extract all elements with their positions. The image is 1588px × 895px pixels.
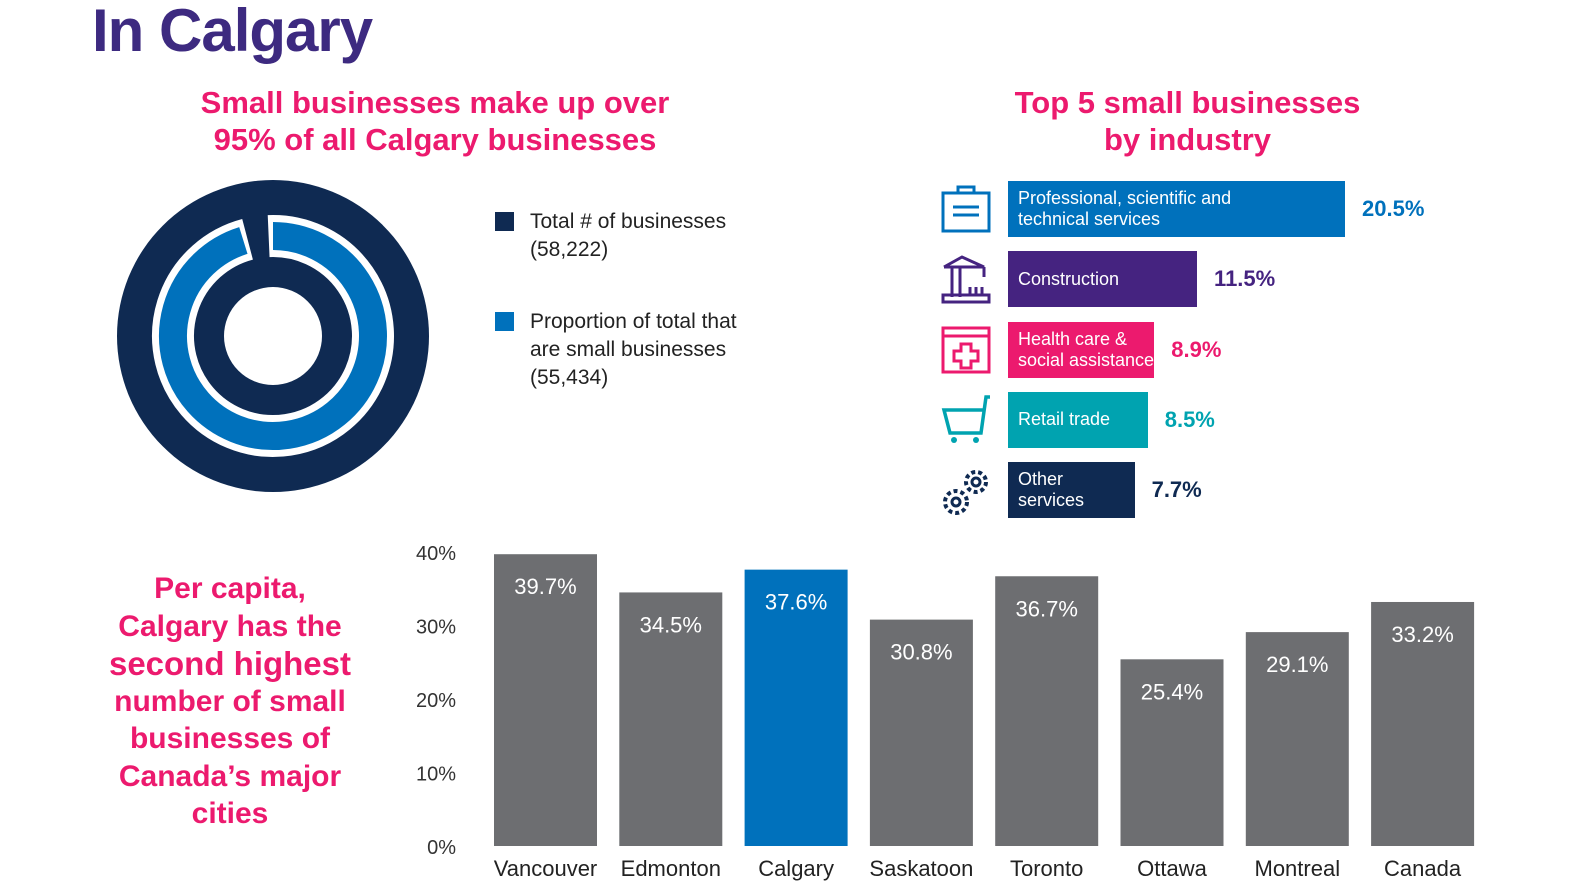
city-bar: [494, 554, 597, 846]
y-tick-label: 0%: [427, 837, 456, 859]
city-value-label: 34.5%: [640, 612, 702, 637]
donut-heading: Small businesses make up over 95% of all…: [160, 84, 710, 158]
city-category-label: Saskatoon: [869, 856, 973, 881]
donut-chart: [117, 180, 429, 492]
city-category-label: Calgary: [758, 856, 834, 881]
industry-bar-label: Health care & social assistance: [1018, 328, 1155, 370]
legend-text: (55,434): [530, 366, 609, 389]
industry-heading-line1: Top 5 small businesses: [1014, 85, 1361, 120]
per-capita-highlight: second highest: [108, 645, 352, 682]
city-category-label: Ottawa: [1137, 856, 1207, 881]
industry-bar: Professional, scientific and technical se…: [1008, 181, 1345, 237]
legend-text: are small businesses: [530, 338, 727, 361]
donut-small-business-arc: [159, 222, 387, 450]
industry-heading: Top 5 small businesses by industry: [960, 84, 1415, 158]
legend-text: Total # of businesses: [530, 210, 727, 233]
per-capita-line: businesses of: [129, 722, 331, 755]
city-value-label: 37.6%: [765, 590, 827, 615]
donut-hole: [224, 287, 322, 385]
city-value-label: 36.7%: [1016, 596, 1078, 621]
industry-bar: Health care & social assistance: [1008, 321, 1155, 378]
industry-bar-label: Construction: [1018, 268, 1120, 289]
industry-bar: Construction: [1008, 251, 1198, 308]
per-capita-text: Per capita, Calgary has the second highe…: [80, 570, 380, 833]
city-value-label: 30.8%: [890, 640, 952, 665]
shopping-cart-icon: [941, 395, 990, 443]
industry-value-label: 8.5%: [1164, 406, 1215, 432]
city-bar: [1245, 632, 1349, 846]
per-capita-line: Per capita,: [154, 572, 306, 605]
medical-kit-icon: [941, 326, 991, 374]
city-category-label: Edmonton: [621, 856, 721, 881]
industry-bar: Retail trade: [1008, 391, 1148, 448]
y-tick-label: 10%: [416, 764, 456, 786]
legend-text: Proportion of total that: [530, 310, 737, 333]
industry-value-label: 8.9%: [1171, 336, 1222, 362]
city-bar: [1371, 601, 1475, 846]
legend-total: Total # of businesses (58,222): [530, 208, 726, 264]
city-value-label: 25.4%: [1141, 679, 1203, 704]
industry-bar-label: Retail trade: [1018, 409, 1111, 430]
crane-icon: [941, 255, 991, 304]
city-bar: [619, 592, 723, 846]
legend-swatch-small: [495, 312, 514, 331]
legend-small: Proportion of total that are small busin…: [530, 308, 737, 392]
city-category-label: Toronto: [1010, 856, 1083, 881]
city-category-label: Montreal: [1255, 856, 1341, 881]
city-bar: [1120, 659, 1224, 846]
industry-value-label: 11.5%: [1214, 266, 1276, 292]
city-category-label: Canada: [1384, 856, 1462, 881]
briefcase-icon: [941, 185, 991, 233]
legend-text: (58,222): [530, 238, 609, 261]
city-value-label: 33.2%: [1391, 622, 1453, 647]
y-tick-label: 40%: [416, 543, 456, 565]
city-value-label: 39.7%: [514, 574, 576, 599]
page-title: In Calgary: [92, 0, 373, 64]
city-bar: [744, 569, 848, 846]
per-capita-line: number of small: [114, 684, 346, 718]
industry-heading-line2: by industry: [1103, 122, 1272, 157]
city-category-label: Vancouver: [494, 856, 598, 881]
y-tick-label: 30%: [416, 617, 456, 639]
per-capita-line: Calgary has the: [118, 609, 342, 643]
y-tick-label: 20%: [416, 690, 456, 712]
industry-bar: Other services: [1008, 462, 1135, 519]
per-capita-line: Canada’s major: [118, 759, 342, 793]
city-value-label: 29.1%: [1266, 652, 1328, 677]
city-bar-chart: 0% 10% 20% 30% 40% 39.7% Vancouver 34.5% Edmonto…: [416, 543, 1475, 881]
city-bar: [869, 619, 973, 846]
donut-heading-line2: 95% of all Calgary businesses: [213, 122, 657, 157]
gears-icon: [943, 470, 988, 515]
industry-value-label: 20.5%: [1362, 196, 1425, 221]
industry-bar-label: Other services: [1018, 469, 1085, 511]
donut-heading-line1: Small businesses make up over: [200, 85, 670, 120]
city-bar: [995, 576, 1099, 846]
industry-value-label: 7.7%: [1151, 477, 1202, 503]
per-capita-line: cities: [191, 797, 269, 830]
legend-swatch-total: [495, 212, 514, 231]
industry-bar-label: Professional, scientific and technical se…: [1018, 188, 1232, 229]
